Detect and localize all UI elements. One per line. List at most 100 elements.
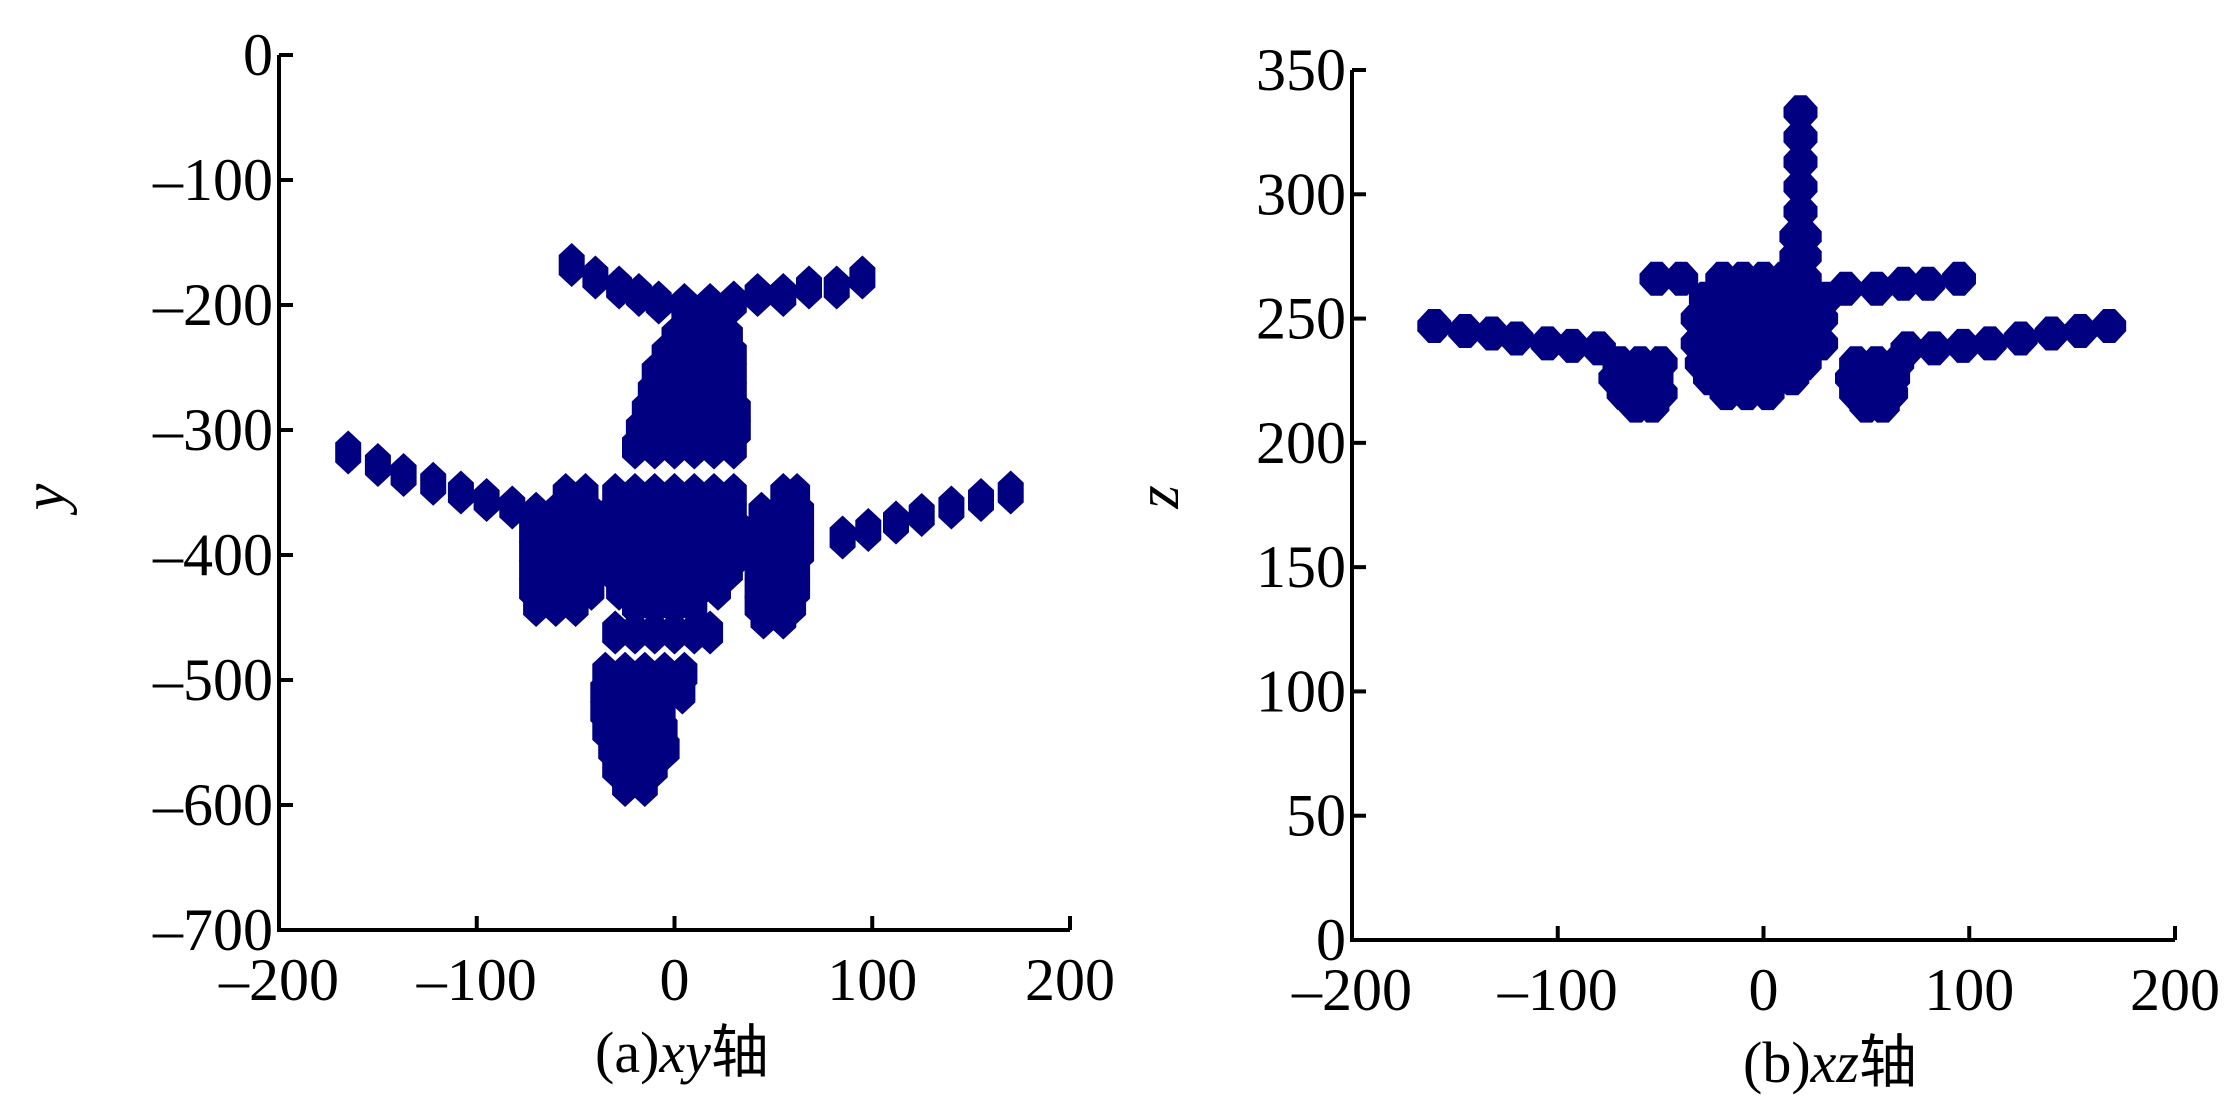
data-point (1783, 120, 1818, 155)
x-tick-label: –100 (416, 947, 537, 1013)
y-tick-label: 300 (1256, 161, 1346, 227)
data-point (582, 255, 609, 300)
data-point (390, 453, 417, 497)
y-tick-label: 350 (1256, 37, 1346, 103)
data-point (606, 265, 633, 310)
x-tick-label: –200 (218, 947, 339, 1013)
data-point (823, 265, 850, 310)
data-point (1555, 328, 1590, 363)
data-point (796, 265, 822, 310)
data-point (523, 583, 550, 627)
data-point (938, 485, 965, 530)
data-point (1917, 331, 1952, 366)
x-tick-label: 0 (1749, 957, 1779, 1023)
data-point (473, 478, 500, 522)
data-point (542, 583, 569, 627)
data-point (558, 243, 585, 287)
data-point (829, 515, 856, 560)
data-point (1448, 314, 1483, 348)
panel-caption: (b)xz轴 (1743, 1030, 1917, 1095)
data-point (669, 670, 696, 715)
data-point (641, 425, 668, 470)
y-tick-label: –100 (152, 147, 273, 213)
data-point (499, 485, 526, 530)
y-axis-label: y (11, 483, 77, 516)
data-point (697, 610, 724, 655)
data-point (883, 500, 909, 545)
y-tick-label: –700 (152, 897, 273, 963)
caption-suffix: 轴 (1859, 1030, 1917, 1095)
data-point (641, 610, 668, 655)
data-point (997, 470, 1024, 515)
data-point (625, 273, 652, 317)
y-tick-label: 200 (1256, 410, 1346, 476)
panel-caption: (a)xy轴 (595, 1020, 769, 1085)
data-point (849, 255, 876, 300)
caption-prefix: (b) (1743, 1030, 1811, 1095)
data-point (1946, 328, 1981, 363)
data-point (1639, 261, 1674, 296)
data-point (681, 583, 708, 627)
data-point (2003, 321, 2038, 356)
y-axis-label: z (1125, 485, 1191, 509)
x-tick-label: –200 (1291, 957, 1412, 1023)
x-tick-label: 100 (1924, 957, 2014, 1023)
x-tick-label: 200 (1025, 947, 1115, 1013)
data-point (661, 425, 688, 470)
data-point (1783, 95, 1818, 130)
data-point (1859, 271, 1894, 306)
data-point (1499, 321, 1534, 356)
y-tick-label: –200 (152, 272, 273, 338)
data-point (661, 610, 688, 655)
x-tick-label: 100 (827, 947, 917, 1013)
data-point (1417, 309, 1452, 343)
data-point (1530, 326, 1565, 361)
data-point (770, 595, 797, 640)
chart-panel-0: –200 –100 0 100 200 0 –100 –200 –300 –400 –500 –600… (11, 22, 1115, 1085)
data-point (364, 443, 391, 487)
data-point (681, 425, 708, 470)
data-point (622, 425, 648, 470)
caption-prefix: (a) (595, 1020, 659, 1085)
caption-axes: xy (658, 1020, 711, 1085)
data-point (705, 566, 731, 611)
data-point (1942, 261, 1976, 296)
data-point (1750, 376, 1785, 411)
y-tick-label: –300 (152, 397, 273, 463)
data-point (968, 478, 994, 522)
x-tick-label: 200 (2130, 957, 2220, 1023)
y-tick-label: 100 (1256, 658, 1346, 724)
y-tick-label: 150 (1256, 534, 1346, 600)
data-point (641, 583, 668, 627)
data-point (631, 763, 658, 807)
caption-axes: xz (1810, 1030, 1859, 1095)
data-point (622, 583, 648, 627)
data-point (720, 425, 747, 470)
data-point (855, 508, 882, 552)
data-point (1972, 326, 2007, 361)
data-point (1783, 169, 1818, 204)
x-tick-label: 0 (660, 947, 690, 1013)
data-point (420, 461, 447, 506)
data-point (661, 583, 688, 627)
data-point (1865, 388, 1900, 423)
data-point (1635, 388, 1670, 423)
data-point (770, 273, 797, 317)
data-point (645, 280, 672, 325)
data-point (447, 470, 474, 515)
y-tick-label: 0 (1316, 907, 1346, 973)
data-point (1911, 266, 1946, 301)
caption-suffix: 轴 (711, 1020, 769, 1085)
chart-panel-1: –200 –100 0 100 200 0 50 100 150 200 250 300 350 z (b)… (1125, 37, 2220, 1095)
y-tick-label: 0 (243, 22, 273, 88)
data-point (622, 610, 648, 655)
data-point (1664, 261, 1699, 296)
y-tick-label: –600 (152, 772, 273, 838)
x-tick-label: –100 (1497, 957, 1618, 1023)
data-point (562, 583, 589, 627)
y-tick-label: 250 (1256, 286, 1346, 352)
data-point (612, 763, 639, 807)
data-point (2092, 309, 2127, 343)
y-tick-label: 50 (1286, 783, 1346, 849)
y-tick-label: –400 (152, 522, 273, 588)
